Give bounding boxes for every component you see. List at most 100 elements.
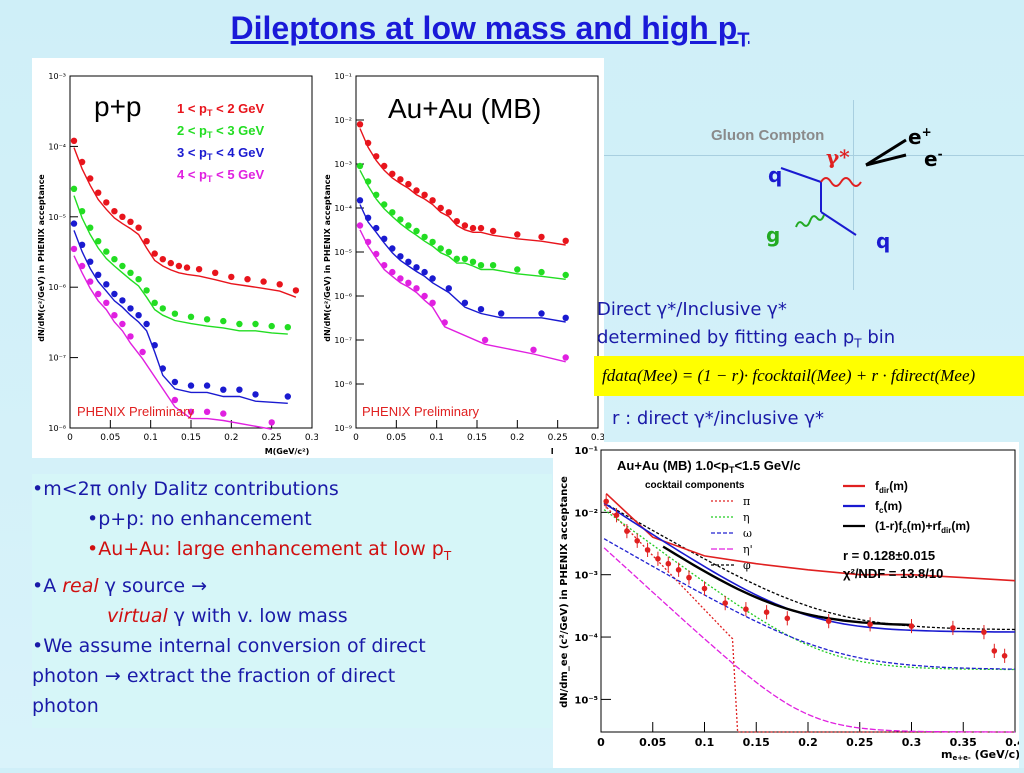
data-point (908, 623, 915, 629)
x-tick-label: 0.25 (262, 433, 282, 443)
legend-entry-2: 3 < pT < 4 GeV (177, 145, 264, 162)
data-point (159, 256, 166, 263)
y-tick-label: 10⁻⁵ (574, 695, 598, 706)
bullet-2: •p+p: no enhancement (87, 508, 312, 530)
data-point (135, 312, 142, 319)
data-point (413, 187, 420, 194)
bullet-1: •m<2π only Dalitz contributions (32, 478, 339, 500)
data-point (763, 609, 770, 615)
data-point (103, 281, 110, 288)
data-point (78, 208, 86, 215)
cocktail-legend-label-3: η' (743, 543, 753, 556)
data-point (421, 191, 428, 198)
data-point (183, 264, 191, 271)
preliminary-label: PHENIX Preliminary (362, 404, 480, 419)
x-tick-label: 0.2 (224, 433, 238, 443)
bullet-7: photon → extract the fraction of direct (32, 664, 396, 687)
data-point (78, 262, 86, 270)
cocktail-line-2 (603, 538, 1015, 670)
data-point (103, 299, 110, 306)
x-tick-label: 0.2 (798, 736, 818, 749)
data-point (514, 231, 521, 238)
data-point (111, 312, 118, 319)
data-point (405, 258, 412, 265)
data-point (127, 269, 134, 276)
x-tick-label: 0.1 (430, 433, 444, 443)
data-point (127, 333, 134, 340)
data-point (538, 233, 545, 241)
data-point (195, 266, 203, 273)
data-point (220, 386, 227, 393)
y-tick-label: 10⁻⁷ (48, 354, 66, 363)
data-point (252, 320, 259, 328)
data-point (429, 238, 436, 246)
data-point (489, 262, 497, 269)
data-point (244, 276, 251, 283)
data-point (373, 250, 380, 258)
cocktail-line-0 (603, 504, 1015, 733)
data-point (268, 419, 275, 426)
data-point (701, 585, 708, 592)
data-point (514, 266, 521, 273)
data-point (825, 618, 832, 624)
data-point (78, 241, 86, 248)
data-point (397, 216, 404, 223)
data-point (187, 382, 195, 389)
data-point (421, 292, 428, 300)
data-point (562, 354, 569, 361)
data-point (373, 224, 380, 232)
series-line-2 (359, 204, 566, 323)
y-tick-label: 10⁻⁴ (334, 204, 352, 213)
auau-chart: 10⁻⁹ 10⁻⁸ 10⁻⁷ 10⁻⁶ 10⁻⁵ 10⁻⁴ 10⁻³ 10⁻² 10⁻¹ 0 0.0… (323, 72, 604, 456)
x-tick-label: 0.1 (144, 433, 158, 443)
chi2-value: χ²/NDF = 13.8/10 (843, 566, 943, 581)
data-point (405, 180, 412, 188)
data-point (95, 290, 102, 298)
y-tick-label: 10⁻⁶ (334, 292, 352, 301)
data-point (437, 245, 444, 252)
y-tick-label: 10⁻⁴ (574, 633, 598, 644)
data-point (950, 625, 956, 631)
data-point (356, 162, 364, 170)
data-point (364, 214, 372, 221)
data-point (644, 547, 651, 553)
data-point (453, 218, 460, 225)
y-axis-label: dN/dM(c²/GeV) in PHENIX acceptance (323, 174, 332, 342)
data-point (437, 204, 444, 212)
data-point (260, 278, 267, 285)
feynman-diagram: Gluon Compton q g q γ* e+ e- (706, 120, 966, 275)
data-point (477, 262, 485, 269)
x-tick-label: 0.05 (386, 433, 406, 443)
data-point (252, 391, 259, 398)
auau-label: Au+Au (MB) (388, 93, 541, 124)
bullet-8: photon (32, 694, 99, 717)
bullet-5: virtual γ with v. low mass (107, 604, 348, 627)
data-point (284, 324, 291, 331)
data-point (175, 262, 183, 270)
cocktail-title: cocktail components (645, 480, 745, 491)
data-point (111, 290, 118, 298)
data-point (562, 271, 569, 279)
legend-entry-3: 4 < pT < 5 GeV (177, 167, 264, 184)
cocktail-legend-label-1: η (743, 511, 750, 524)
data-point (135, 276, 142, 283)
data-point (469, 224, 477, 232)
data-point (203, 382, 211, 389)
cocktail-line-1 (603, 509, 1015, 671)
cocktail-line-3 (603, 547, 1015, 733)
y-tick-label: 10⁻³ (574, 571, 598, 582)
data-point (220, 317, 227, 325)
series-line-1 (359, 169, 566, 280)
plot-frame (600, 449, 1016, 733)
data-point (70, 245, 78, 253)
series-line-2 (73, 230, 288, 404)
data-point (461, 255, 469, 262)
data-point (655, 556, 661, 562)
feynman-label-eplus: e+ (908, 125, 932, 149)
data-point (87, 175, 94, 182)
y-tick-label: 10⁻³ (48, 72, 66, 81)
data-point (373, 191, 380, 198)
feynman-label-eminus: e- (924, 147, 943, 171)
data-point (228, 273, 235, 281)
data-point (441, 319, 448, 326)
